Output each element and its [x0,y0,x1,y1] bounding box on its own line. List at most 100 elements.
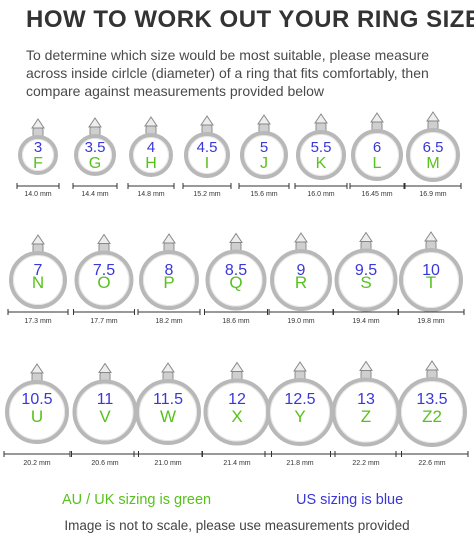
ring-item: 6L 16.45 mm [349,112,405,198]
us-size-label: 5.5 [311,139,332,156]
au-size-label: Z [361,407,371,426]
ring-diamond [425,360,439,371]
us-size-label: 12 [228,391,246,408]
ring-band [135,379,201,445]
ring-band [406,128,460,182]
ring-band [334,248,398,312]
au-size-label: Y [294,407,305,426]
au-size-label: Q [229,273,242,292]
us-size-label: 9.5 [355,262,377,279]
au-size-label: J [260,155,268,172]
au-size-label: I [205,155,209,172]
au-size-label: X [231,407,242,426]
diameter-label: 14.0 mm [24,191,51,198]
ring-item: 12.5Y 21.8 mm [264,361,336,467]
ring-inner [403,252,459,308]
ring-inner [338,252,394,308]
ring-item: 5J 15.6 mm [238,114,290,198]
ring-band [74,250,134,310]
ring-diamond [161,362,175,373]
ring-band [399,248,463,312]
ring-diamond [31,234,45,245]
ring-diamond [230,361,244,372]
ring-inner [76,383,134,441]
ring-diamond [257,114,271,125]
au-size-label: Z2 [422,407,442,426]
ring-item: 10.5U 20.2 mm [3,363,71,467]
ring-diamond [30,363,44,374]
ring-inner [78,138,112,172]
diameter-label: 15.2 mm [193,191,220,198]
ring-inner [274,253,328,307]
us-legend: US sizing is blue [296,492,404,508]
us-size-label: 3 [34,139,42,156]
diameter-label: 19.4 mm [352,318,379,325]
ring-band [74,134,116,176]
ring-inner [78,254,130,306]
ring-item: 9R 19.0 mm [268,232,334,325]
au-size-label: U [31,407,43,426]
diameter-label: 18.2 mm [155,318,182,325]
us-size-label: 9 [297,262,306,279]
ring-item: 13Z 22.2 mm [330,360,402,467]
ring-band [351,129,403,181]
ring-item: 12X 21.4 mm [202,361,272,467]
ring-inner [355,133,399,177]
ring-diamond [200,115,214,126]
diameter-label: 17.7 mm [90,318,117,325]
ring-inner [244,135,284,175]
us-size-label: 13 [357,391,375,408]
ring-band [139,250,199,310]
ring-diamond [426,111,440,122]
ring-item: 4.5I 15.2 mm [182,115,232,198]
au-size-label: F [33,155,43,172]
ring-inner [300,134,342,176]
ring-item: 5.5K 16.0 mm [294,113,348,198]
au-size-label: L [373,155,382,172]
ring-band [5,380,69,444]
diameter-label: 16.0 mm [307,191,334,198]
ring-diamond [162,233,176,244]
au-uk-legend: AU / UK sizing is green [62,492,212,508]
us-size-label: 4 [147,139,155,156]
ring-diamond [98,362,112,373]
ring-diamond [293,361,307,372]
ring-diamond [370,112,384,123]
ring-diamond [31,118,45,129]
ring-diamond [97,233,111,244]
ring-band [18,135,58,175]
us-size-label: 6 [373,139,381,156]
us-size-label: 11.5 [153,391,183,408]
us-size-label: 7.5 [93,262,115,279]
ring-item: 7.5O 17.7 mm [73,233,135,325]
us-size-label: 8.5 [225,262,247,279]
diameter-label: 22.2 mm [352,460,379,467]
diameter-label: 16.45 mm [361,191,392,198]
au-size-label: O [97,273,110,292]
ring-inner [401,381,463,443]
ring-inner [143,254,195,306]
au-size-label: S [360,273,371,292]
diameter-label: 21.0 mm [154,460,181,467]
ring-inner [13,255,63,305]
diameter-label: 22.6 mm [418,460,445,467]
ring-inner [188,136,226,174]
ring-inner [9,384,65,440]
ring-diamond [359,231,373,242]
ring-band [205,249,267,311]
diameter-label: 15.6 mm [250,191,277,198]
au-size-label: T [426,273,436,292]
us-size-label: 13.5 [416,391,447,408]
ring-band [9,251,67,309]
ring-inner [133,137,169,173]
ring-diamond [144,116,158,127]
ring-inner [209,253,263,307]
ring-inner [139,383,197,441]
ring-item: 8.5Q 18.6 mm [204,232,268,325]
ring-item: 11.5W 21.0 mm [133,362,203,467]
au-size-label: P [163,273,174,292]
ring-band [397,377,467,447]
us-size-label: 8 [165,262,174,279]
ring-inner [22,139,54,171]
diameter-label: 14.8 mm [137,191,164,198]
